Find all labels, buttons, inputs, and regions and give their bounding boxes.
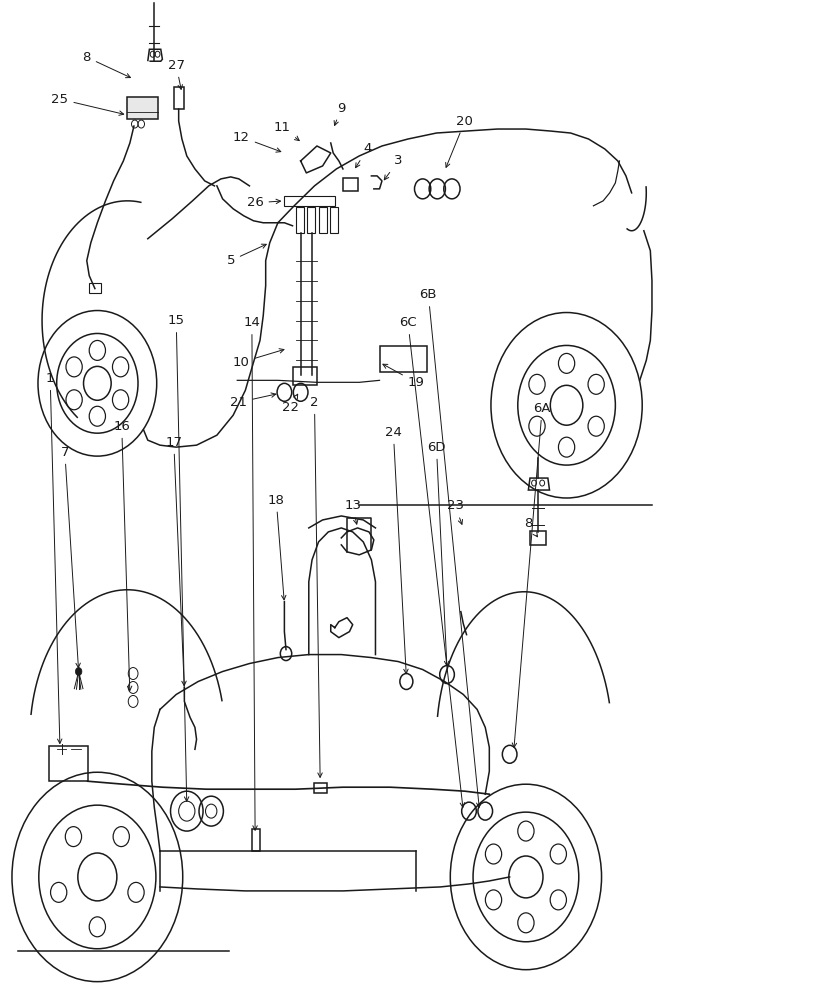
Bar <box>49 746 87 781</box>
Bar <box>127 97 158 119</box>
Text: 6A: 6A <box>512 402 551 747</box>
Bar <box>314 783 327 793</box>
Bar <box>379 346 427 372</box>
Text: 22: 22 <box>282 394 299 414</box>
Text: 8: 8 <box>524 517 538 537</box>
Text: 11: 11 <box>273 121 299 141</box>
Text: 14: 14 <box>243 316 260 830</box>
Text: 5: 5 <box>227 244 266 267</box>
Text: 6B: 6B <box>419 288 481 807</box>
Bar <box>318 207 326 233</box>
Text: 10: 10 <box>233 349 284 369</box>
Text: 15: 15 <box>168 314 188 801</box>
Bar <box>285 196 335 206</box>
Text: 7: 7 <box>60 446 80 668</box>
Text: 4: 4 <box>356 142 371 168</box>
Text: 6D: 6D <box>428 441 449 666</box>
Text: 13: 13 <box>344 499 361 524</box>
Text: 9: 9 <box>334 102 345 125</box>
Circle shape <box>75 668 82 676</box>
Text: 20: 20 <box>446 115 473 167</box>
Bar <box>252 829 260 851</box>
Text: 19: 19 <box>383 364 424 389</box>
Text: 25: 25 <box>51 93 124 115</box>
Text: 6C: 6C <box>399 316 464 807</box>
Text: 1: 1 <box>46 372 62 743</box>
Bar <box>330 207 338 233</box>
Text: 3: 3 <box>384 154 402 180</box>
Bar <box>530 531 546 545</box>
Text: 21: 21 <box>230 393 276 409</box>
Text: 8: 8 <box>82 51 131 78</box>
Text: 17: 17 <box>166 436 186 686</box>
Text: 27: 27 <box>168 59 184 89</box>
Bar <box>343 178 357 191</box>
Bar <box>295 207 304 233</box>
Bar <box>89 283 100 293</box>
Text: 16: 16 <box>113 420 132 691</box>
Text: 24: 24 <box>385 426 408 674</box>
Bar <box>292 367 317 385</box>
Text: 23: 23 <box>446 499 463 524</box>
Bar <box>174 87 184 109</box>
Text: 18: 18 <box>268 494 286 600</box>
Text: 2: 2 <box>310 396 322 777</box>
Bar <box>307 207 315 233</box>
Text: 12: 12 <box>233 131 281 152</box>
Text: 26: 26 <box>246 196 281 209</box>
